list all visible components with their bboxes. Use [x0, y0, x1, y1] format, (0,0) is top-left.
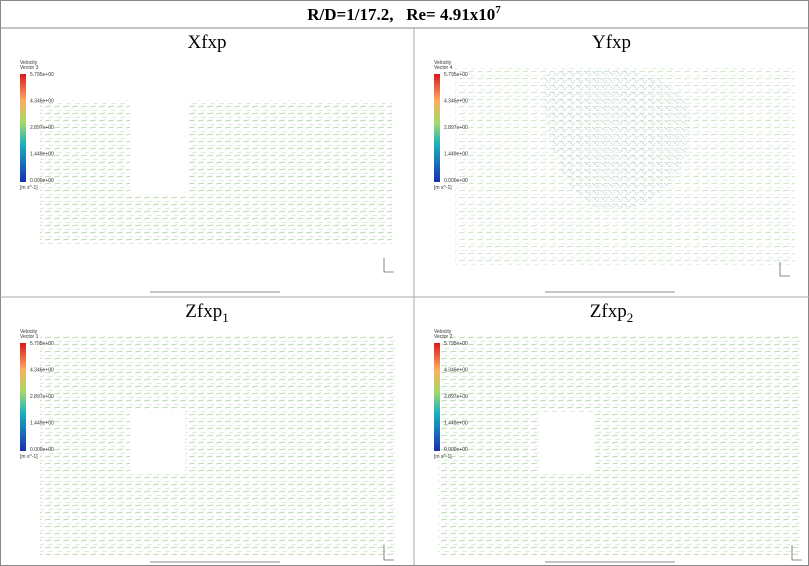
colorbar: [20, 74, 26, 182]
vector-field: [40, 335, 395, 555]
decorations: [150, 258, 802, 563]
legend-title: Velocity: [434, 60, 452, 66]
legend-name: Vector 2: [434, 334, 453, 340]
legend-title: Velocity: [20, 329, 38, 335]
legend-tick-label: 1.449e+00: [444, 421, 468, 427]
panel-subscript: 1: [222, 310, 229, 325]
legend-tick-label: 0.000e+00: [30, 447, 54, 453]
vector-field: [40, 100, 392, 245]
panel-title: Zfxp2: [590, 301, 633, 325]
legend-unit: [m s^-1]: [434, 454, 452, 460]
colorbar: [434, 343, 440, 451]
legend-tick-label: 2.897e+00: [444, 125, 468, 131]
legend-tick-label: 1.449e+00: [30, 152, 54, 158]
panel-title-text: Zfxp: [590, 301, 627, 322]
legend-tick-label: 2.897e+00: [444, 394, 468, 400]
legend-title: Velocity: [20, 60, 38, 66]
legend-unit: [m s^-1]: [20, 185, 38, 191]
title-text: R/D=1/17.2, Re= 4.91x10: [307, 5, 495, 24]
legend-title: Velocity: [434, 329, 452, 335]
legend-tick-label: 2.897e+00: [30, 394, 54, 400]
legend-tick-label: 4.346e+00: [30, 368, 54, 374]
legend-tick-label: 5.795e+00: [30, 72, 54, 78]
panel-title-text: Zfxp: [185, 301, 222, 322]
legend-unit: [m s^-1]: [434, 185, 452, 191]
legend-tick-label: 2.897e+00: [30, 125, 54, 131]
vector-field: [544, 68, 690, 211]
panel-title-text: Yfxp: [592, 32, 631, 53]
title-sup: 7: [495, 4, 501, 16]
legend-name: Vector 4: [434, 65, 453, 71]
legend-name: Vector 1: [20, 334, 39, 340]
legend-tick-label: 4.346e+00: [444, 99, 468, 105]
legend-tick-label: 4.346e+00: [30, 99, 54, 105]
legend-tick-label: 0.000e+00: [444, 178, 468, 184]
vector-field: [438, 335, 800, 555]
panel-title: Yfxp: [592, 32, 631, 53]
panel-title: Zfxp1: [185, 301, 228, 325]
legend-tick-label: 0.000e+00: [30, 178, 54, 184]
legend-tick-label: 4.346e+00: [444, 368, 468, 374]
panel-subscript: 2: [627, 310, 634, 325]
legend-tick-label: 1.449e+00: [444, 152, 468, 158]
panel-title: Xfxp: [187, 32, 226, 53]
legend-unit: [m s^-1]: [20, 454, 38, 460]
legend-tick-label: 5.795e+00: [444, 341, 468, 347]
colorbar: [434, 74, 440, 182]
colorbar: [20, 343, 26, 451]
panel-title-text: Xfxp: [187, 32, 226, 53]
legend-tick-label: 5.795e+00: [444, 72, 468, 78]
legend-tick-label: 0.000e+00: [444, 447, 468, 453]
header-title: R/D=1/17.2, Re= 4.91x107: [307, 4, 501, 24]
legend-name: Vector 3: [20, 65, 39, 71]
legend-tick-label: 1.449e+00: [30, 421, 54, 427]
legend-tick-label: 5.795e+00: [30, 341, 54, 347]
